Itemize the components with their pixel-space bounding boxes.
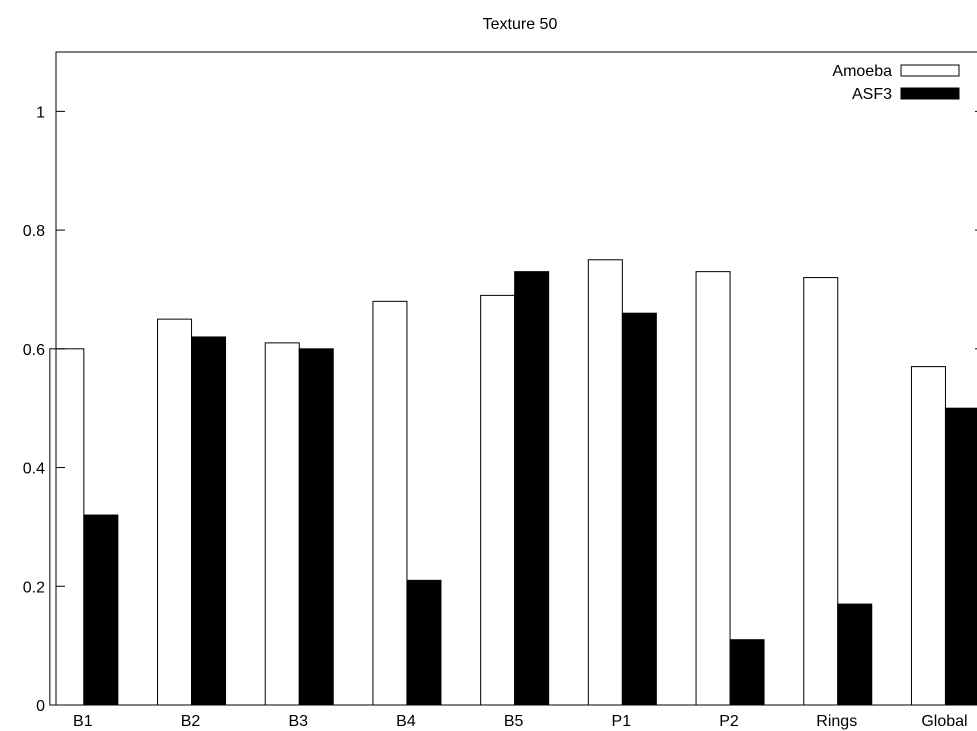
bar-amoeba-b1 <box>49 348 85 706</box>
legend-label-asf3: ASF3 <box>852 86 892 103</box>
bars-layer <box>49 259 977 706</box>
x-tick-label-b5: B5 <box>504 713 524 730</box>
x-tick-label-p2: P2 <box>719 713 739 730</box>
x-tick-label-b3: B3 <box>288 713 308 730</box>
bar-asf3-rings <box>837 603 873 706</box>
bar-amoeba-global <box>910 366 946 706</box>
bar-asf3-b1 <box>83 514 119 706</box>
x-tick-label-p1: P1 <box>612 713 632 730</box>
bar-asf3-b3 <box>298 348 334 706</box>
bar-asf3-p1 <box>621 312 657 706</box>
legend: Amoeba ASF3 <box>832 63 960 103</box>
y-tick-label-0-4: 0.4 <box>23 461 45 478</box>
y-tick-label-0-6: 0.6 <box>23 342 45 359</box>
y-tick-label-0-2: 0.2 <box>23 579 45 596</box>
bar-asf3-b2 <box>191 336 227 706</box>
bar-asf3-b4 <box>406 579 442 706</box>
legend-swatch-amoeba <box>900 64 960 77</box>
legend-swatch-asf3 <box>900 87 960 100</box>
y-tick-label-1: 1 <box>36 104 45 121</box>
bar-amoeba-b4 <box>372 300 408 706</box>
y-tick-label-0: 0 <box>36 698 45 715</box>
x-tick-label-b1: B1 <box>73 713 93 730</box>
x-tick-label-rings: Rings <box>816 713 857 730</box>
bar-amoeba-b5 <box>480 294 516 706</box>
x-tick-label-global: Global <box>921 713 967 730</box>
plot-frame <box>55 51 977 706</box>
ticks-layer: B1 B2 B3 B4 B5 P1 P2 Rings Global 0 0.2 0.4 0.6 0.8 1 <box>23 104 977 730</box>
bar-amoeba-rings <box>803 277 839 706</box>
bar-amoeba-p1 <box>587 259 623 706</box>
bar-asf3-global <box>944 407 977 706</box>
bar-amoeba-p2 <box>695 271 731 706</box>
bar-asf3-b5 <box>514 271 550 706</box>
x-tick-label-b2: B2 <box>181 713 201 730</box>
bar-amoeba-b3 <box>264 342 300 706</box>
legend-label-amoeba: Amoeba <box>832 63 892 80</box>
bar-asf3-p2 <box>729 639 765 706</box>
bar-amoeba-b2 <box>157 318 193 706</box>
x-tick-label-b4: B4 <box>396 713 416 730</box>
y-tick-label-0-8: 0.8 <box>23 223 45 240</box>
chart-title: Texture 50 <box>483 16 558 33</box>
